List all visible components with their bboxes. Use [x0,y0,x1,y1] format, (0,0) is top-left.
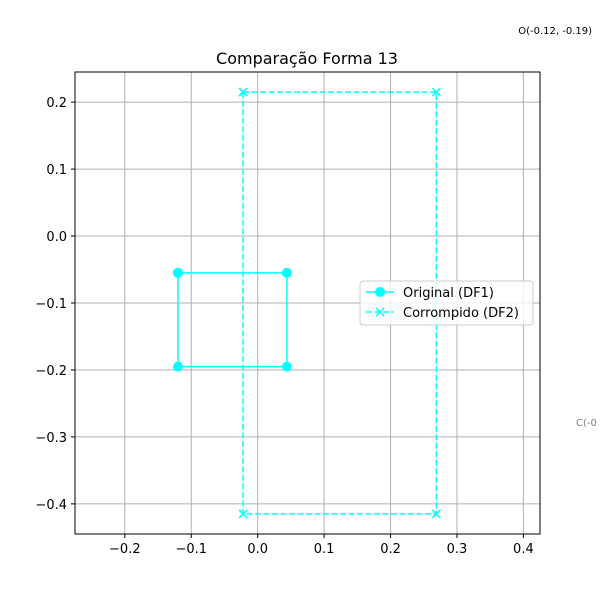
data-point [281,361,292,372]
legend-entry: Corrompido (DF2) [366,306,519,321]
series-0 [172,267,292,372]
y-tick-label: −0.1 [35,297,67,312]
data-point [431,87,441,97]
data-point [172,267,183,278]
legend-marker [375,287,385,297]
legend-label: Original (DF1) [403,286,494,301]
y-tick-label: −0.3 [35,431,67,446]
data-point [172,361,183,372]
series-layer [172,87,441,519]
y-tick-label: −0.2 [35,364,67,379]
data-point [281,267,292,278]
series-1 [238,87,441,519]
x-tick-label: 0.3 [447,542,468,557]
legend: Original (DF1) Corrompido (DF2) [359,280,534,326]
data-point [238,509,248,519]
legend-box [359,280,534,326]
y-tick-label: −0.4 [35,498,67,513]
x-tick-label: −0.2 [109,542,141,557]
y-tick-label: 0.2 [46,96,67,111]
legend-entry: Original (DF1) [366,286,494,301]
x-tick-label: 0.0 [247,542,268,557]
x-tick-label: −0.1 [175,542,207,557]
data-point [431,509,441,519]
legend-label: Corrompido (DF2) [403,306,519,321]
clipped-annotation: C(-0 [576,418,597,429]
legend-marker [375,307,385,317]
x-tick-label: 0.4 [513,542,534,557]
chart-title: Comparação Forma 13 [216,49,398,68]
corner-annotation: O(-0.12, -0.19) [518,26,592,37]
x-tick-label: 0.2 [380,542,401,557]
axis-ticks: −0.2 −0.1 0.0 0.1 0.2 0.3 0.4 0.2 0.1 0.0 −0.1 −0.2… [35,96,533,557]
y-tick-label: 0.1 [46,163,67,178]
x-tick-label: 0.1 [314,542,335,557]
data-point [238,87,248,97]
y-tick-label: 0.0 [46,230,67,245]
